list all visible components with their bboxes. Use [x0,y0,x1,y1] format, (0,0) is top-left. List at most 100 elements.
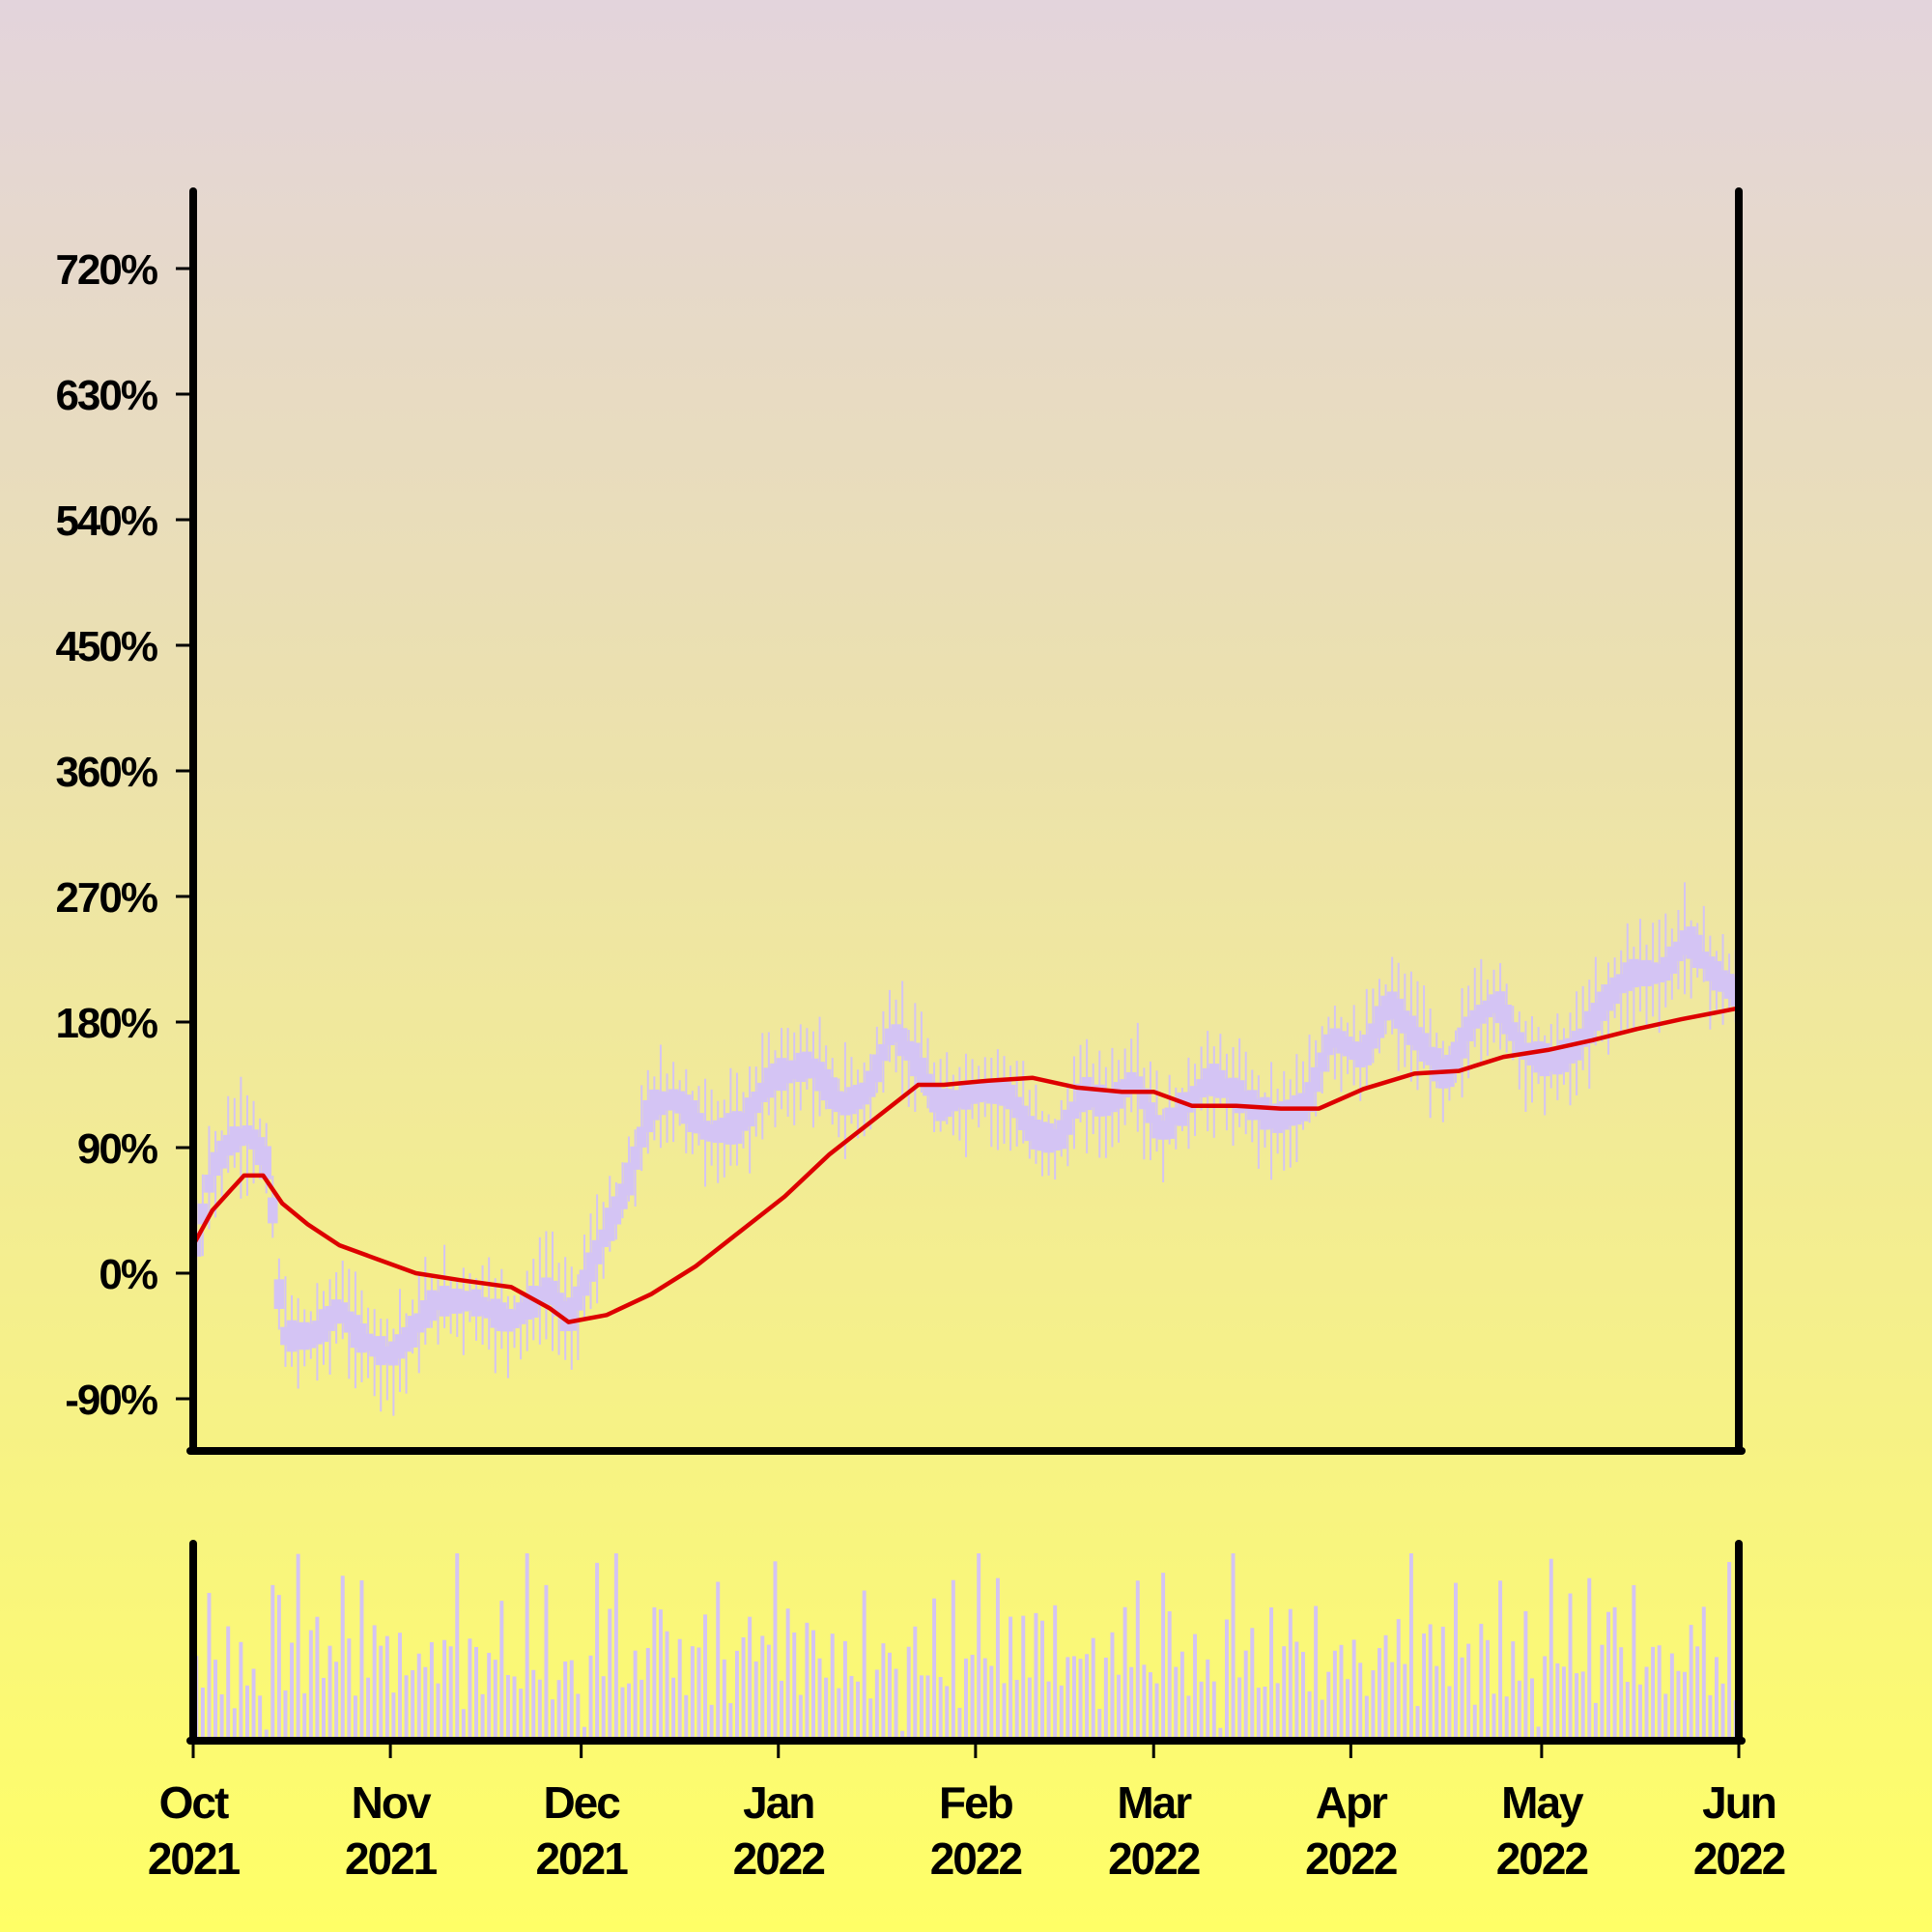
candle-body [1457,1027,1467,1059]
candle-body [318,1309,329,1343]
candle-body [559,1301,571,1332]
candle-body [1501,1005,1512,1035]
volume-bar [1472,1704,1477,1737]
volume-bar [1199,1681,1204,1737]
candle-body [986,1079,997,1104]
candle-body [928,1085,940,1113]
volume-bar [1466,1643,1471,1737]
volume-bar [1307,1690,1312,1737]
volume-bar [1091,1637,1095,1737]
volume-bars [194,1553,1738,1737]
volume-bar [1364,1695,1369,1737]
volume-bar [1009,1616,1013,1737]
volume-bar [830,1634,835,1737]
volume-bar [919,1675,923,1737]
volume-bar [1575,1673,1579,1737]
volume-bar [1580,1671,1585,1737]
volume-bar [576,1693,581,1737]
volume-bar [283,1690,288,1737]
candle-body [566,1297,578,1331]
volume-bar [442,1639,447,1737]
volume-bar [658,1609,663,1737]
candle-body [1686,926,1696,959]
volume-bar [1206,1659,1210,1737]
candle-body [229,1126,241,1153]
volume-bar [487,1653,492,1737]
moving-average-line [191,1006,1740,1324]
volume-bar [1097,1708,1102,1737]
candle-body [1711,960,1722,991]
volume-bar [391,1692,396,1737]
candle-body [846,1087,857,1115]
candle-body [1552,1047,1563,1075]
volume-bar [1435,1665,1439,1737]
candle-body [655,1091,667,1116]
volume-bar [951,1579,955,1737]
candle-body [1094,1084,1105,1117]
volume-bar [1269,1606,1274,1737]
candle-body [305,1323,317,1349]
volume-bar [1676,1670,1681,1737]
candle-body [369,1336,380,1357]
candle-body [623,1162,635,1196]
volume-bar [874,1669,879,1737]
candle-body [394,1334,406,1359]
volume-bar [1300,1652,1305,1737]
candle-body [1265,1106,1277,1129]
candle-body [1139,1088,1150,1110]
candle-body [1189,1086,1201,1105]
candle-body [413,1313,425,1333]
candle-body [973,1083,984,1103]
candle-body [674,1091,685,1114]
candle-body [712,1120,724,1144]
candle-body [960,1084,972,1110]
volume-bar [696,1647,701,1737]
candle-body [865,1070,876,1097]
candle-body [1336,1031,1347,1054]
volume-bar [1263,1687,1267,1737]
x-tick-month: Jan [743,1777,813,1828]
candle-body [293,1322,303,1350]
volume-bar [1224,1619,1229,1737]
candle-body [248,1129,259,1150]
candle-body [1285,1099,1296,1126]
volume-bar [551,1699,554,1737]
volume-bar [455,1553,460,1737]
volume-bar [868,1698,873,1737]
volume-bar [842,1640,847,1737]
candle-body [820,1068,832,1101]
volume-bar [1568,1593,1573,1737]
volume-bar [1555,1662,1560,1737]
candle-body [903,1040,915,1061]
volume-bar [1371,1670,1376,1737]
candle-body [1641,959,1652,987]
candle-body [1507,1022,1519,1041]
volume-bar [1148,1672,1152,1737]
volume-bar [1078,1659,1083,1737]
candle-body [1629,958,1639,988]
candle-body [725,1113,736,1145]
volume-bar [1683,1671,1688,1737]
volume-bar [741,1636,746,1737]
volume-bar [1523,1610,1528,1737]
volume-bar [359,1579,364,1737]
volume-bar [716,1581,721,1737]
candle-body [941,1088,952,1118]
candle-body [699,1121,711,1140]
candle-body [757,1082,768,1102]
volume-bar [1167,1611,1172,1737]
candle-body [1476,1005,1487,1024]
volume-bar [461,1709,466,1737]
candle-body [827,1077,838,1110]
volume-bar [925,1675,930,1737]
volume-bar [1002,1683,1007,1737]
volume-bar [601,1676,606,1737]
volume-bar [1110,1632,1115,1737]
candle-body [687,1100,698,1132]
candle-body [992,1079,1004,1104]
candle-body [1698,952,1710,969]
volume-bar [398,1633,402,1737]
volume-bar [1396,1619,1401,1737]
x-tick-month: Dec [543,1777,620,1828]
candle-body [268,1197,278,1224]
